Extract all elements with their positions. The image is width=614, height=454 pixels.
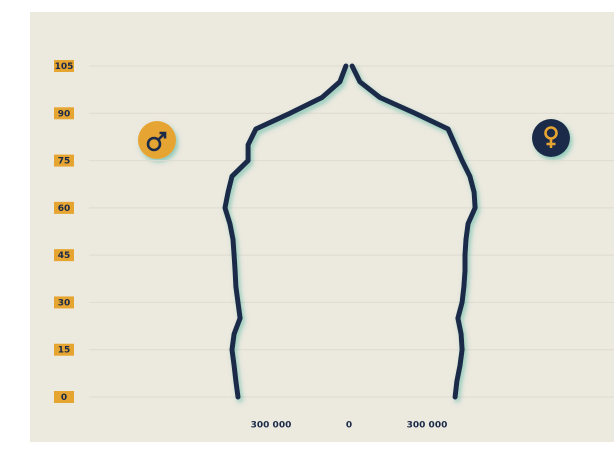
y-tick-box [54, 249, 74, 262]
panel [30, 12, 614, 442]
x-tick-label: 300 000 [407, 421, 448, 431]
y-tick-label: 30 [58, 298, 71, 308]
y-tick-label: 15 [58, 346, 71, 356]
outline [349, 63, 478, 400]
y-tick-box [54, 107, 74, 120]
y-tick-box [54, 60, 74, 72]
y-tick-box [54, 391, 74, 403]
female-icon [532, 119, 570, 157]
y-tick-label: 45 [58, 251, 71, 261]
y-tick-box [54, 343, 74, 356]
y-tick-label: 60 [58, 204, 71, 214]
male-icon [138, 121, 176, 159]
y-tick-label: 105 [55, 62, 74, 72]
x-tick-label: 300 000 [251, 421, 292, 431]
y-tick-box [54, 201, 74, 214]
y-tick-label: 90 [58, 109, 71, 119]
y-tick-label: 0 [61, 393, 67, 403]
outline [222, 63, 349, 400]
plot: 0 15 30 45 60 75 90 105 300 000 0 300 000 [54, 60, 614, 431]
y-tick-box [54, 296, 74, 309]
y-tick-box [54, 154, 74, 167]
y-tick-label: 75 [58, 157, 71, 167]
x-tick-label: 0 [346, 421, 352, 431]
